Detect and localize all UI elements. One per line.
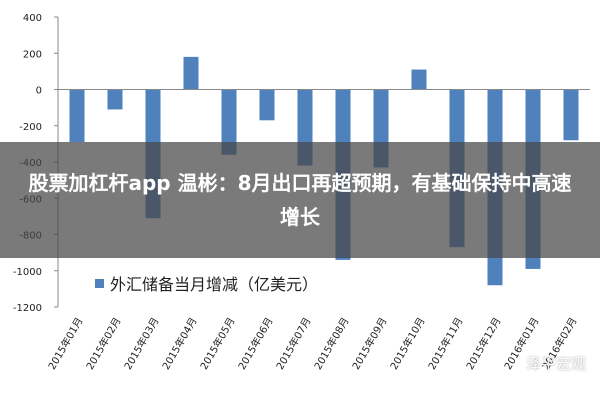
x-tick-label: 2015年06月: [235, 315, 275, 372]
bar-2015年01月: [69, 89, 85, 143]
headline-text: 股票加杠杆app 温彬：8月出口再超预期，有基础保持中高速增长: [28, 171, 572, 229]
x-tick-label: 2015年11月: [425, 315, 465, 372]
bar-2015年06月: [259, 89, 275, 121]
x-tick-label: 2015年03月: [121, 315, 161, 372]
x-tick-label: 2015年04月: [159, 315, 199, 372]
y-tick-label: -1200: [13, 303, 42, 314]
x-tick-label: 2015年07月: [273, 315, 313, 372]
bar-2015年10月: [411, 69, 427, 90]
watermark-text: 泽平宏观: [525, 355, 586, 373]
x-tick-label: 2015年10月: [387, 315, 427, 372]
x-tick-label: 2015年12月: [463, 315, 503, 372]
x-tick-label: 2015年01月: [45, 315, 85, 372]
y-tick-label: -200: [19, 122, 42, 133]
x-tick-label: 2015年02月: [83, 315, 123, 372]
legend-label: 外汇储备当月增减（亿美元）: [110, 275, 318, 294]
y-tick-label: 0: [36, 86, 42, 97]
y-tick-label: 400: [23, 13, 42, 24]
x-tick-label: 2015年05月: [197, 315, 237, 372]
x-tick-label: 2015年08月: [311, 315, 351, 372]
bar-2016年02月: [563, 89, 579, 141]
bar-2015年04月: [183, 56, 199, 90]
bar-2015年05月: [221, 89, 237, 155]
legend-swatch: [95, 279, 104, 288]
y-tick-label: 200: [23, 49, 42, 60]
legend: 外汇储备当月增减（亿美元）: [95, 275, 318, 294]
x-tick-label: 2015年09月: [349, 315, 389, 372]
y-tick-label: -1000: [13, 267, 42, 278]
headline-overlay: 股票加杠杆app 温彬：8月出口再超预期，有基础保持中高速增长: [0, 142, 600, 258]
bar-2015年02月: [107, 89, 123, 110]
watermark: 泽平宏观: [526, 353, 586, 374]
